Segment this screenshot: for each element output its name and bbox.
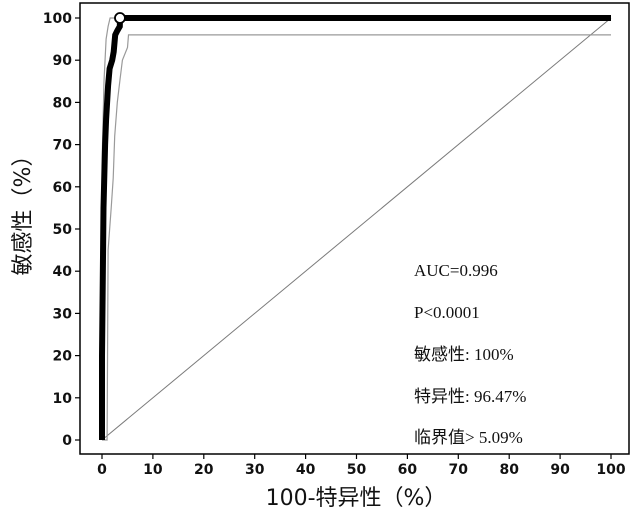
y-tick-label: 80 <box>53 95 73 111</box>
series-ci-lower <box>102 34 611 441</box>
y-tick-label: 100 <box>43 11 72 27</box>
x-tick-label: 60 <box>398 462 418 478</box>
y-tick-label: 60 <box>53 180 73 196</box>
series-roc-curve <box>99 15 611 440</box>
x-tick-label: 30 <box>245 462 265 478</box>
x-tick-label: 100 <box>596 462 625 478</box>
x-tick-label: 40 <box>296 462 316 478</box>
y-tick-label: 40 <box>53 264 73 280</box>
x-tick-label: 20 <box>194 462 214 478</box>
annotation-cutoff: 临界值> 5.09% <box>414 428 523 447</box>
cutoff-point-marker <box>114 12 126 24</box>
y-tick-label: 10 <box>53 391 73 407</box>
plot-frame <box>79 2 630 455</box>
x-tick-label: 50 <box>347 462 367 478</box>
x-tick-label: 90 <box>550 462 570 478</box>
y-tick-label: 50 <box>53 222 73 238</box>
y-axis-title: 敏感性（%） <box>11 145 36 276</box>
series-layer <box>99 12 612 441</box>
x-tick-label: 10 <box>143 462 163 478</box>
x-axis-title: 100-特异性（%） <box>266 486 447 511</box>
x-tick-label: 80 <box>499 462 519 478</box>
y-tick-label: 90 <box>53 53 73 69</box>
series-reference-diagonal <box>101 17 612 441</box>
x-tick-label: 70 <box>449 462 469 478</box>
annotation-p-value: P<0.0001 <box>414 303 480 322</box>
x-tick-label: 0 <box>97 462 107 478</box>
annotation-specificity: 特异性: 96.47% <box>414 387 526 406</box>
annotation-sensitivity: 敏感性: 100% <box>414 345 514 364</box>
annotation-box: AUC=0.996 P<0.0001 敏感性: 100% 特异性: 96.47%… <box>414 261 526 447</box>
axis-ticks: 0 10 20 30 40 50 60 70 80 90 100 0 10 20 30 40 50 60 70 80 9… <box>43 11 626 478</box>
y-tick-label: 30 <box>53 306 73 322</box>
y-tick-label: 20 <box>53 349 73 365</box>
annotation-auc: AUC=0.996 <box>414 261 498 280</box>
y-tick-label: 0 <box>62 433 72 449</box>
y-tick-label: 70 <box>53 138 73 154</box>
